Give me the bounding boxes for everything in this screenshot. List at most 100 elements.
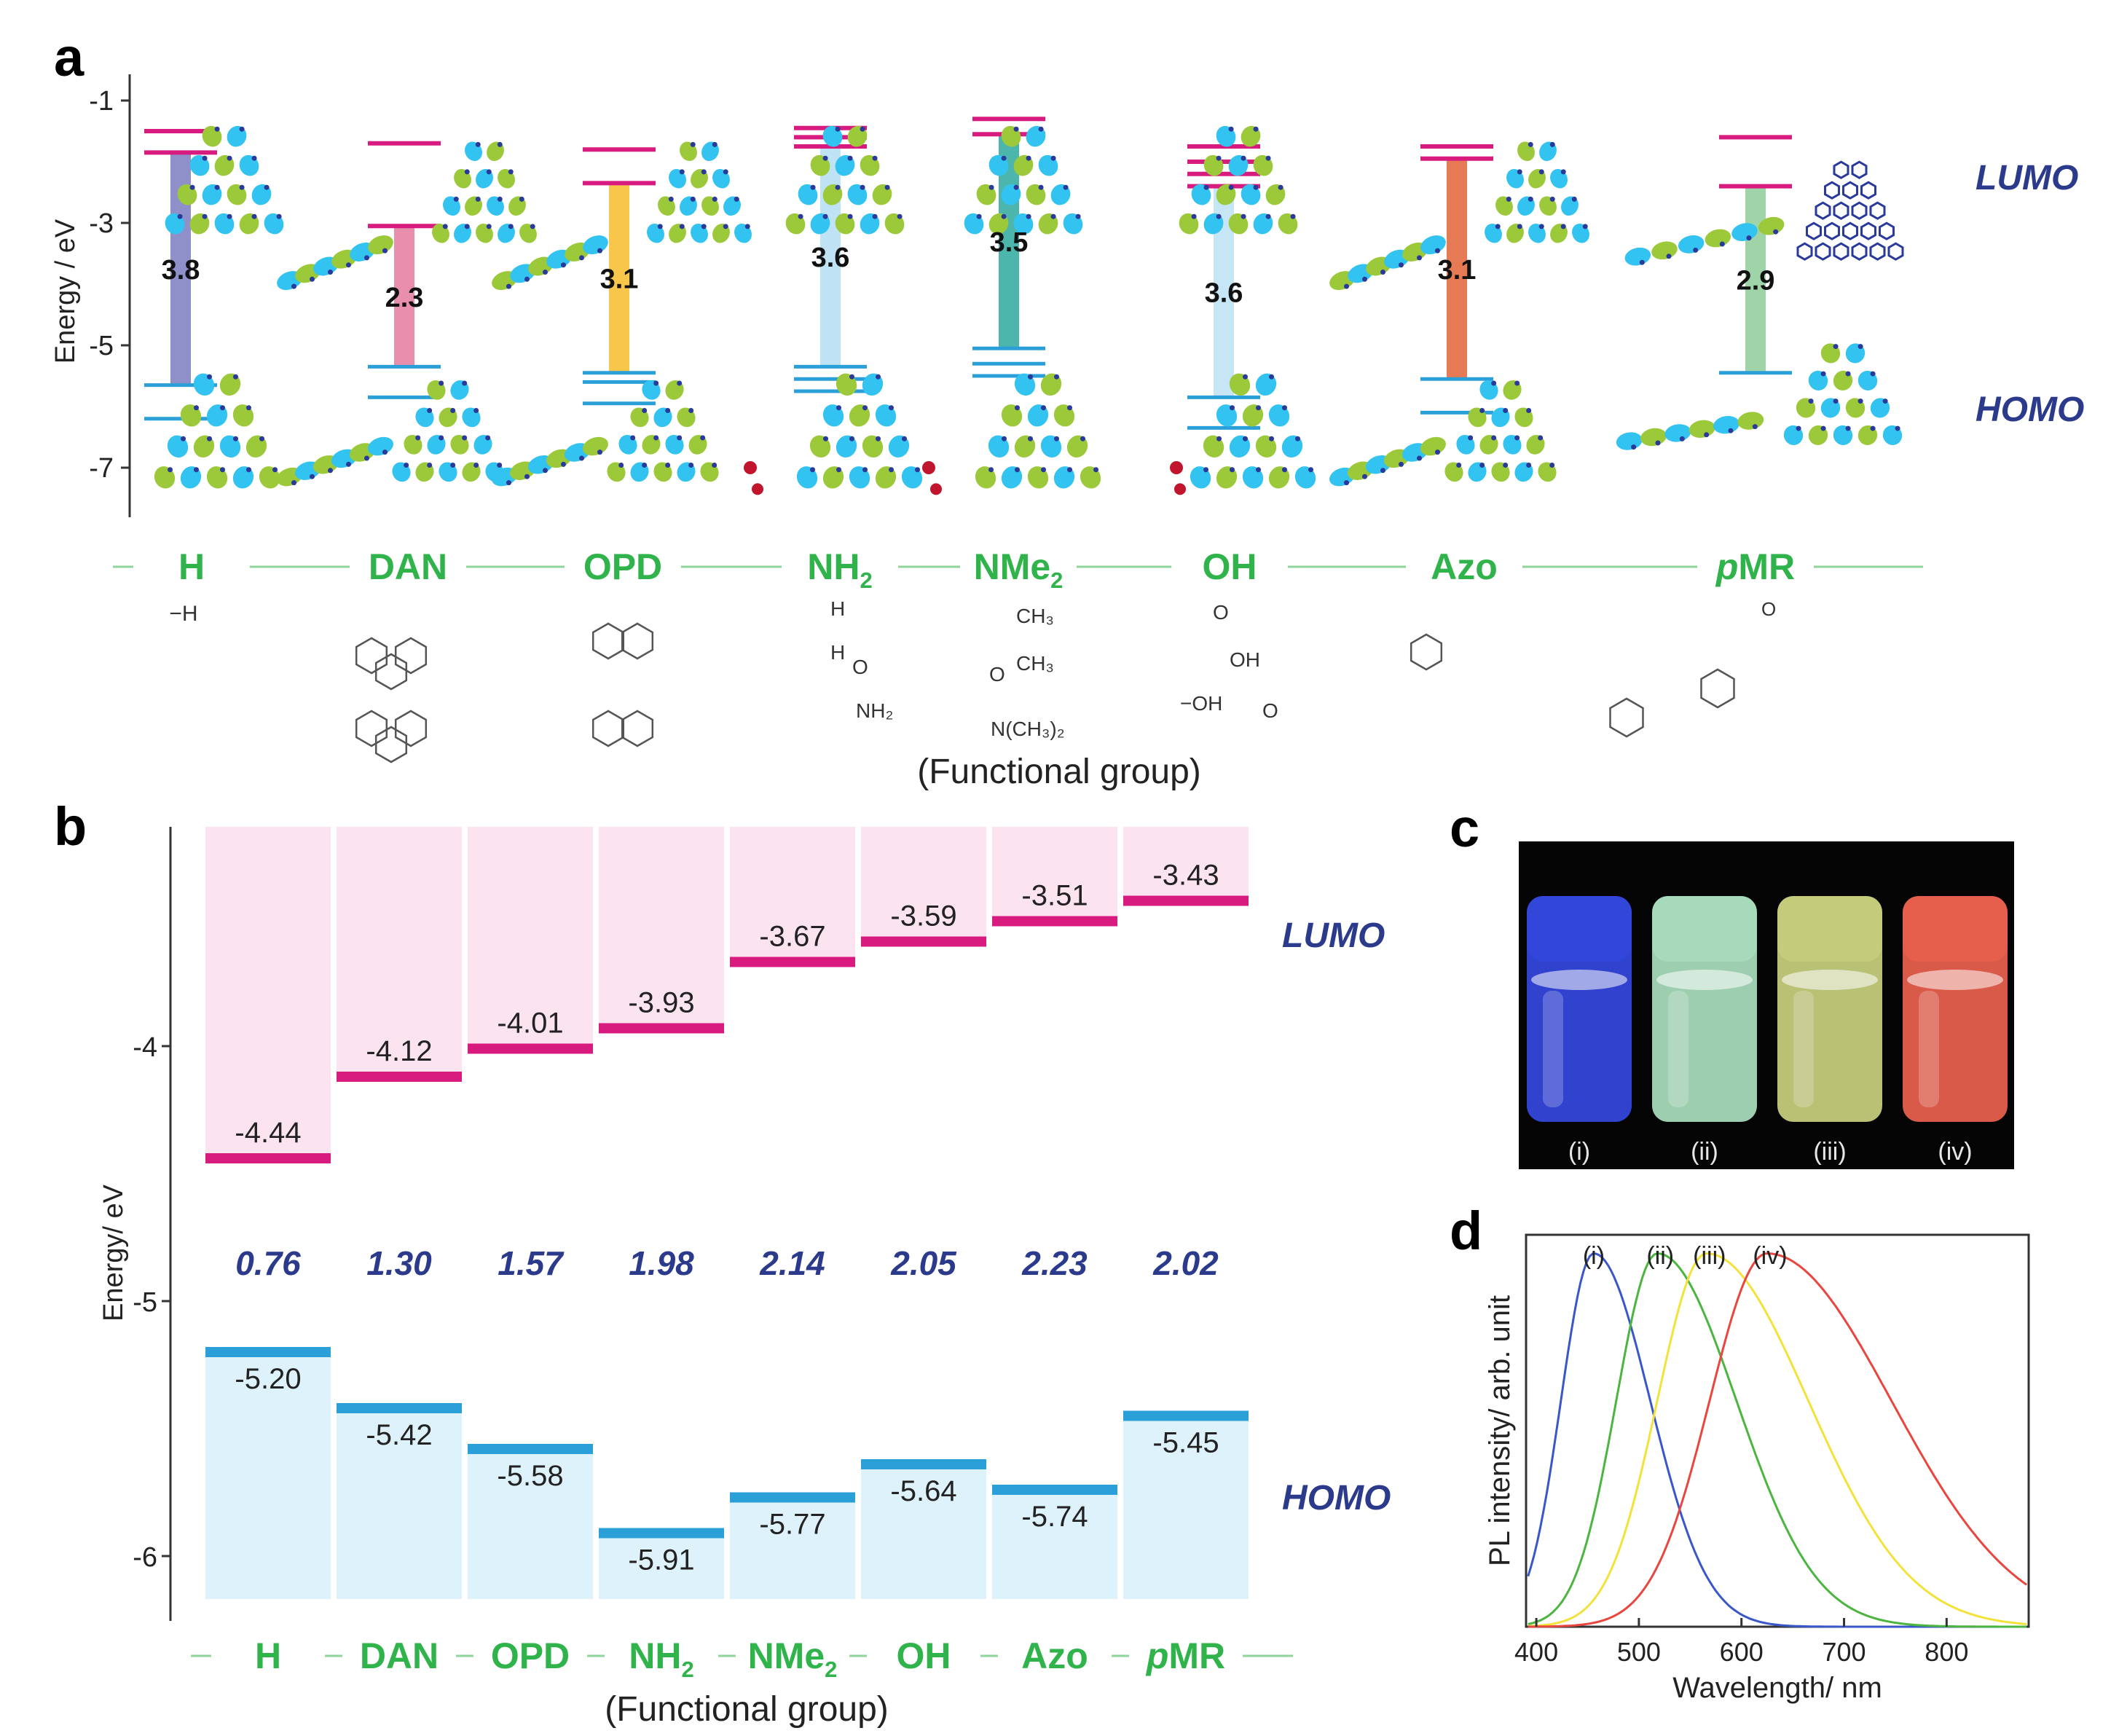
atom bbox=[497, 462, 503, 468]
atom bbox=[1773, 229, 1779, 235]
homo-value: -5.58 bbox=[497, 1460, 563, 1492]
benzene-ring bbox=[1700, 668, 1735, 709]
orbital-lobe bbox=[1468, 462, 1487, 482]
atom bbox=[227, 155, 232, 161]
orbital-lobe bbox=[227, 125, 247, 147]
orbital-lobe bbox=[154, 466, 176, 489]
atom bbox=[884, 184, 890, 190]
orbital-cluster bbox=[1783, 343, 1903, 445]
orbital-lobe bbox=[1572, 223, 1589, 243]
atom bbox=[798, 213, 803, 219]
lumo-region bbox=[468, 827, 593, 1049]
orbital-lobe bbox=[1561, 196, 1579, 216]
atom bbox=[1001, 213, 1007, 219]
y-tick-label: -5 bbox=[133, 1287, 157, 1318]
atom bbox=[561, 262, 566, 268]
panel-d-x-label: Wavelength/ nm bbox=[1672, 1672, 1882, 1704]
atom-label: H bbox=[830, 597, 845, 620]
lumo-level bbox=[599, 1023, 724, 1034]
atom bbox=[1380, 270, 1385, 275]
orbital-lobe bbox=[1294, 466, 1316, 489]
atom bbox=[712, 141, 718, 147]
orbital-cluster bbox=[785, 125, 905, 235]
atom bbox=[1399, 461, 1404, 467]
group-label: NH2 bbox=[629, 1635, 693, 1682]
atom bbox=[1278, 184, 1283, 190]
atom bbox=[1631, 444, 1637, 450]
lumo-level bbox=[861, 936, 986, 947]
glass-highlight bbox=[1543, 991, 1563, 1107]
orbital-lobe bbox=[1503, 434, 1522, 455]
atom bbox=[1833, 344, 1839, 350]
atom bbox=[272, 467, 278, 473]
orbital-lobe bbox=[1026, 125, 1046, 147]
homo-level bbox=[1123, 1410, 1249, 1421]
atom-label: CH₃ bbox=[1016, 605, 1054, 627]
atom bbox=[836, 467, 841, 473]
atom bbox=[251, 155, 257, 161]
structure-h: −H bbox=[169, 602, 197, 626]
homo-level bbox=[730, 1492, 855, 1503]
vial-label: (iv) bbox=[1938, 1138, 1972, 1166]
homo-value: -5.20 bbox=[235, 1363, 301, 1395]
y-tick-label: -7 bbox=[89, 453, 114, 484]
orbital-lobe bbox=[1833, 370, 1853, 390]
curve-label: (ii) bbox=[1646, 1242, 1674, 1270]
atom bbox=[1256, 405, 1261, 411]
orbital-tail bbox=[277, 235, 393, 291]
orbital-lobe bbox=[875, 404, 897, 427]
orbital-lobe bbox=[1027, 404, 1049, 427]
gap-value: 3.1 bbox=[600, 264, 639, 295]
atom bbox=[1038, 126, 1044, 132]
homo-value: -5.42 bbox=[366, 1419, 432, 1451]
orbital-lobe bbox=[901, 466, 923, 489]
atom bbox=[530, 224, 535, 229]
atom bbox=[1538, 224, 1544, 229]
atom bbox=[1479, 462, 1485, 468]
orbital-lobe bbox=[1268, 466, 1290, 489]
atom bbox=[915, 467, 920, 473]
atom bbox=[1380, 468, 1385, 474]
orbital-lobe bbox=[1517, 141, 1535, 162]
atom bbox=[1517, 169, 1522, 175]
label-mask bbox=[782, 546, 898, 587]
atom bbox=[1666, 254, 1672, 259]
atom bbox=[1704, 432, 1710, 438]
atom bbox=[1282, 467, 1287, 473]
orbital-lobe bbox=[988, 435, 1010, 458]
atom bbox=[220, 405, 225, 411]
orbital-lobe bbox=[796, 466, 818, 489]
atom bbox=[177, 213, 183, 219]
orbital-lobe bbox=[1468, 407, 1487, 428]
label-mask bbox=[350, 546, 466, 587]
group-label: OPD bbox=[491, 1635, 570, 1676]
orbital-lobe bbox=[653, 462, 672, 482]
homo-region bbox=[599, 1533, 724, 1599]
group-dan: -4.12 -5.42 1.30 bbox=[337, 827, 462, 1599]
atom bbox=[1362, 474, 1367, 479]
atom bbox=[473, 462, 479, 468]
vial-neck bbox=[1652, 896, 1757, 962]
orbital-lobe bbox=[677, 407, 696, 428]
atom bbox=[462, 435, 468, 441]
atom bbox=[1015, 467, 1020, 473]
orbital-lobe bbox=[1713, 415, 1739, 434]
oxygen-atom bbox=[1174, 483, 1186, 495]
atom bbox=[202, 155, 208, 161]
vial-neck bbox=[1777, 896, 1882, 962]
atom bbox=[1026, 213, 1031, 219]
vial-2: (ii) bbox=[1652, 896, 1757, 1166]
orbital-lobe bbox=[964, 213, 984, 235]
curve-label: (iii) bbox=[1693, 1242, 1726, 1270]
orbital-lobe bbox=[665, 380, 684, 400]
panel-b: b Energy/ eV -4.44 -5.20 0.76 -4.12 -5.42 1.3… bbox=[54, 796, 1391, 1729]
atom bbox=[1456, 462, 1462, 468]
orbital-lobe bbox=[404, 434, 422, 455]
gap-value: 1.57 bbox=[498, 1244, 565, 1282]
atom bbox=[1479, 407, 1485, 413]
atom bbox=[1506, 196, 1511, 202]
orbital-lobe bbox=[1495, 196, 1513, 216]
orbital-lobe bbox=[1550, 168, 1568, 189]
orbital-lobe bbox=[1833, 425, 1853, 445]
atom bbox=[1895, 425, 1900, 431]
